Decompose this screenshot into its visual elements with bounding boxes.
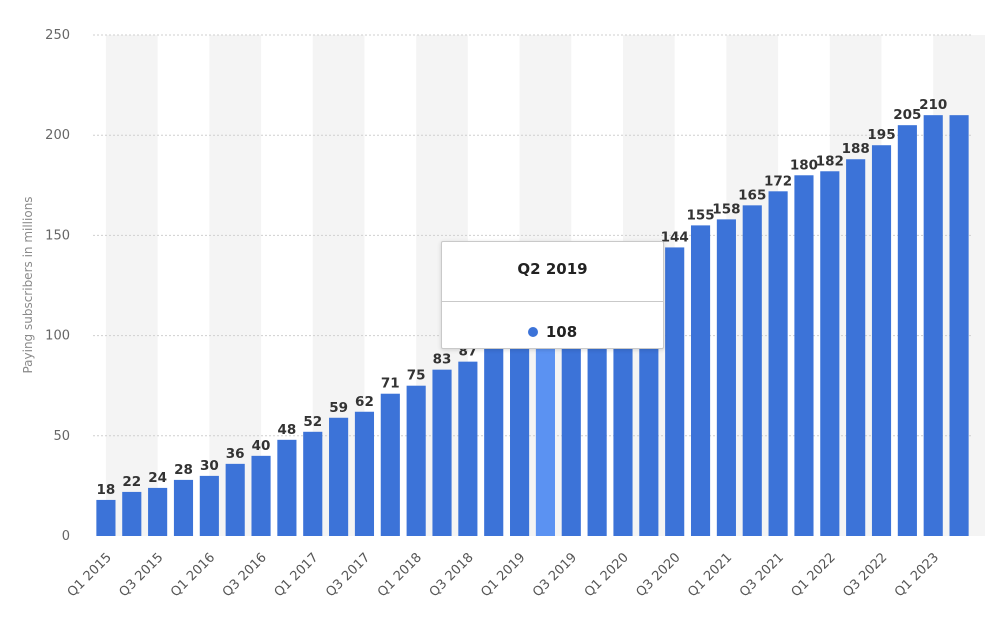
tooltip: Q2 2019 108 (441, 241, 664, 349)
bar[interactable] (484, 343, 504, 536)
x-tick-label: Q1 2022 (789, 550, 839, 600)
bar[interactable] (794, 175, 814, 536)
bar[interactable] (406, 385, 426, 536)
x-tick-label: Q3 2019 (530, 550, 580, 600)
bar[interactable] (303, 431, 323, 536)
bar[interactable] (380, 393, 400, 536)
bar[interactable] (199, 475, 219, 536)
data-label: 83 (433, 352, 452, 368)
data-label: 30 (200, 458, 219, 474)
x-tick-label: Q1 2021 (685, 550, 735, 600)
x-tick-label: Q3 2016 (220, 550, 270, 600)
y-tick-label: 100 (45, 329, 70, 344)
data-label: 188 (842, 141, 870, 157)
x-tick-label: Q3 2017 (323, 550, 373, 600)
y-axis-label: Paying subscribers in millions (21, 196, 35, 373)
data-label: 165 (738, 187, 766, 203)
bar[interactable] (535, 319, 555, 536)
data-label: 36 (226, 446, 245, 462)
bar[interactable] (923, 115, 943, 536)
data-label: 62 (355, 394, 374, 410)
bar[interactable] (510, 335, 530, 536)
x-tick-label: Q1 2017 (272, 550, 322, 600)
data-label: 22 (122, 474, 141, 490)
bar[interactable] (716, 219, 736, 537)
background-band (209, 35, 262, 536)
tooltip-value-row: 108 (442, 323, 663, 341)
x-axis-ticks: Q1 2015 Q3 2015 Q1 2016 Q3 2016 Q1 2017 Q3 20… (65, 550, 942, 600)
bar[interactable] (122, 491, 142, 536)
bar[interactable] (251, 455, 271, 536)
data-label: 24 (148, 470, 167, 486)
bar[interactable] (432, 369, 452, 536)
bar[interactable] (846, 159, 866, 537)
bars[interactable] (96, 115, 969, 537)
series-dot-icon (527, 327, 538, 337)
x-tick-label: Q1 2020 (582, 550, 632, 600)
x-tick-label: Q3 2020 (634, 550, 684, 600)
x-tick-label: Q3 2022 (840, 550, 890, 600)
y-tick-label: 250 (45, 28, 70, 43)
data-label: 52 (303, 414, 322, 430)
data-labels: 1822242830364048525962717583871381441551… (97, 97, 948, 498)
tooltip-value: 108 (545, 323, 578, 341)
x-tick-label: Q3 2018 (427, 550, 477, 600)
data-label: 180 (790, 157, 818, 173)
bar[interactable] (665, 247, 685, 536)
data-label: 172 (764, 173, 792, 189)
x-tick-label: Q1 2016 (168, 550, 218, 600)
tooltip-title: Q2 2019 (517, 260, 588, 278)
x-tick-label: Q3 2015 (116, 550, 166, 600)
data-label: 75 (407, 368, 426, 384)
data-label: 158 (712, 201, 740, 217)
data-label: 59 (329, 400, 348, 416)
bar[interactable] (148, 487, 168, 536)
data-label: 71 (381, 376, 400, 392)
y-axis-ticks: 0 50 100 150 200 250 (45, 28, 70, 544)
data-label: 182 (816, 153, 844, 169)
bar[interactable] (949, 115, 969, 536)
bar[interactable] (742, 205, 762, 536)
background-band (105, 35, 158, 536)
y-tick-label: 50 (53, 429, 70, 444)
tooltip-divider (442, 301, 663, 302)
x-tick-label: Q1 2019 (478, 550, 528, 600)
bar[interactable] (96, 499, 116, 536)
bar[interactable] (173, 479, 194, 536)
data-label: 40 (252, 438, 271, 454)
bar[interactable] (690, 225, 711, 536)
y-tick-label: 150 (45, 228, 70, 243)
x-tick-label: Q1 2023 (892, 550, 942, 600)
bar[interactable] (587, 287, 607, 536)
bar[interactable] (329, 417, 349, 536)
x-tick-label: Q1 2015 (65, 550, 115, 600)
bar[interactable] (458, 361, 478, 536)
data-label: 210 (919, 97, 947, 113)
bar[interactable] (225, 463, 245, 536)
data-label: 144 (661, 229, 689, 245)
y-tick-label: 0 (62, 529, 70, 544)
data-label: 155 (686, 207, 714, 223)
bar[interactable] (277, 439, 297, 536)
bar[interactable] (354, 411, 375, 536)
data-label: 205 (893, 107, 921, 123)
data-label: 195 (867, 127, 895, 143)
bar[interactable] (897, 125, 917, 537)
y-tick-label: 200 (45, 128, 70, 143)
data-label: 28 (174, 462, 193, 478)
bar[interactable] (768, 191, 788, 536)
bar[interactable] (561, 309, 581, 536)
bar[interactable] (871, 145, 892, 536)
bar[interactable] (820, 171, 840, 536)
x-tick-label: Q3 2021 (737, 550, 787, 600)
data-label: 18 (97, 482, 116, 498)
data-label: 48 (277, 422, 296, 438)
x-tick-label: Q1 2018 (375, 550, 425, 600)
